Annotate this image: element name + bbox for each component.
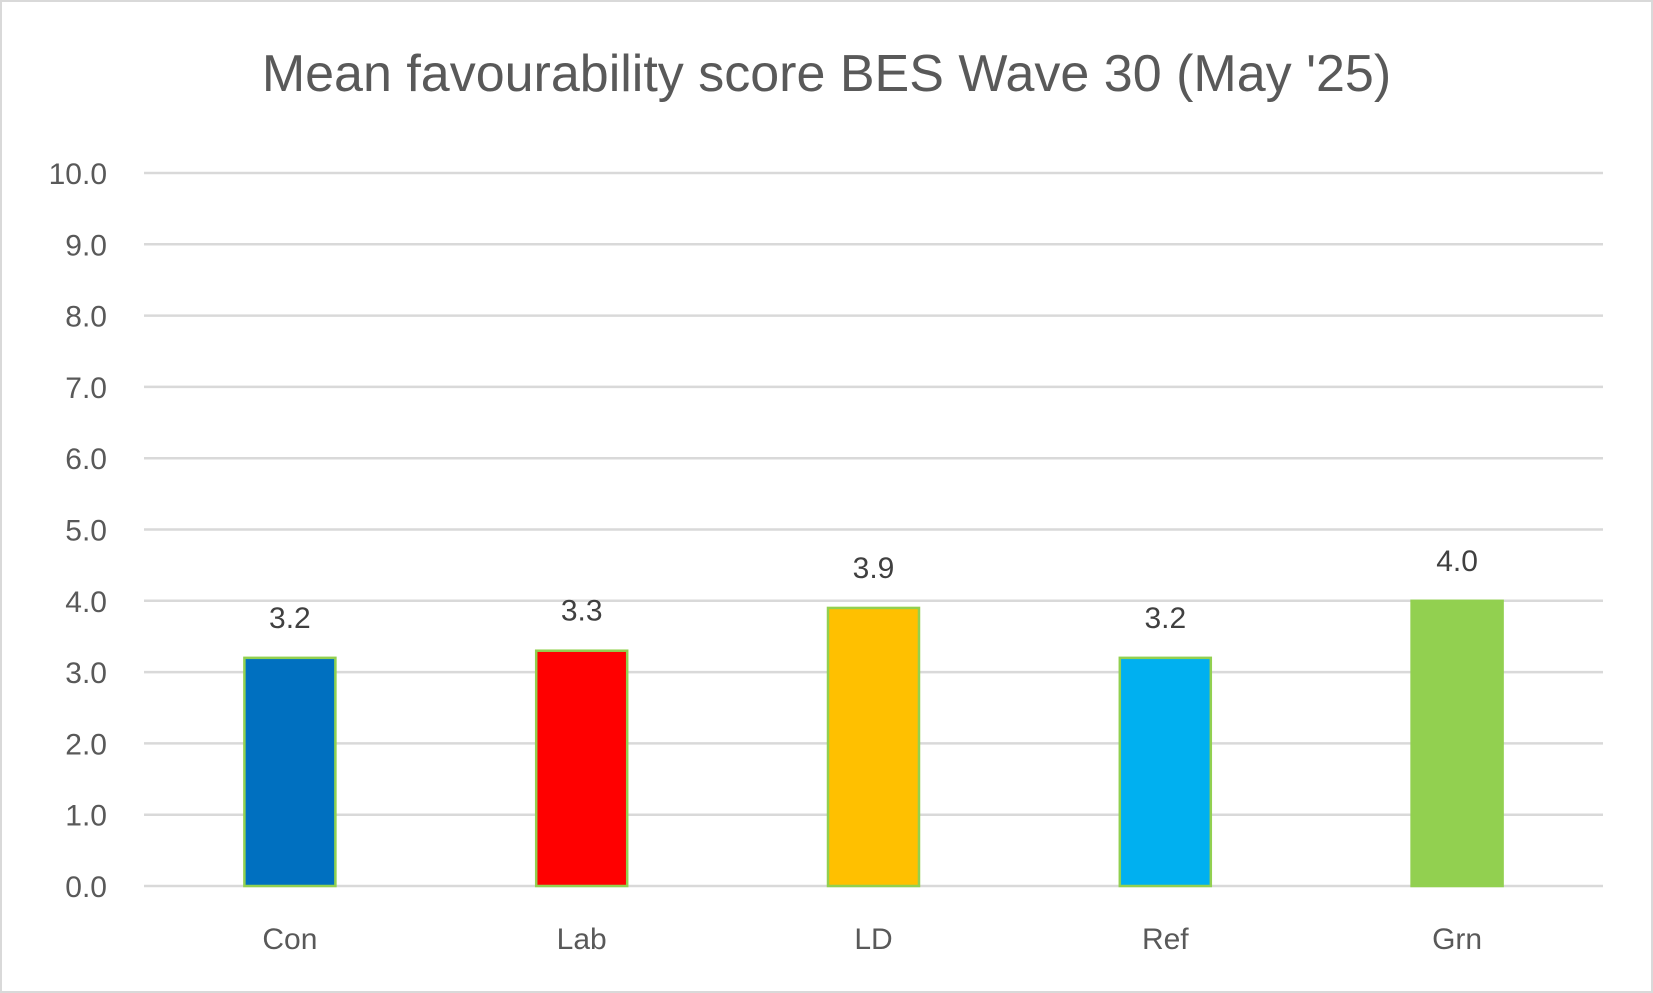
x-tick-label: Ref (1142, 923, 1189, 956)
x-tick-label: Grn (1432, 923, 1482, 956)
y-tick-label: 4.0 (65, 586, 107, 619)
y-tick-label: 8.0 (65, 301, 107, 334)
data-label: 3.9 (853, 552, 895, 585)
y-tick-label: 0.0 (65, 871, 107, 904)
bar-lab (534, 649, 629, 888)
bar-ref (1118, 656, 1213, 888)
bar-ld (826, 606, 921, 888)
y-tick-label: 9.0 (65, 229, 107, 262)
chart-title: Mean favourability score BES Wave 30 (Ma… (261, 45, 1392, 103)
data-label: 4.0 (1436, 545, 1478, 578)
bar-grn (1410, 599, 1504, 888)
y-tick-label: 2.0 (65, 728, 107, 761)
y-tick-label: 1.0 (65, 800, 107, 833)
data-label: 3.2 (1144, 602, 1186, 635)
bar-con (243, 656, 337, 888)
y-tick-label: 3.0 (65, 657, 107, 690)
y-tick-label: 10.0 (49, 158, 107, 191)
data-label: 3.2 (269, 602, 311, 635)
y-tick-label: 6.0 (65, 443, 107, 476)
x-tick-label: LD (854, 923, 892, 956)
data-label: 3.3 (561, 595, 603, 628)
x-tick-label: Lab (557, 923, 607, 956)
x-tick-label: Con (262, 923, 317, 956)
y-tick-label: 5.0 (65, 515, 107, 548)
y-tick-label: 7.0 (65, 372, 107, 405)
